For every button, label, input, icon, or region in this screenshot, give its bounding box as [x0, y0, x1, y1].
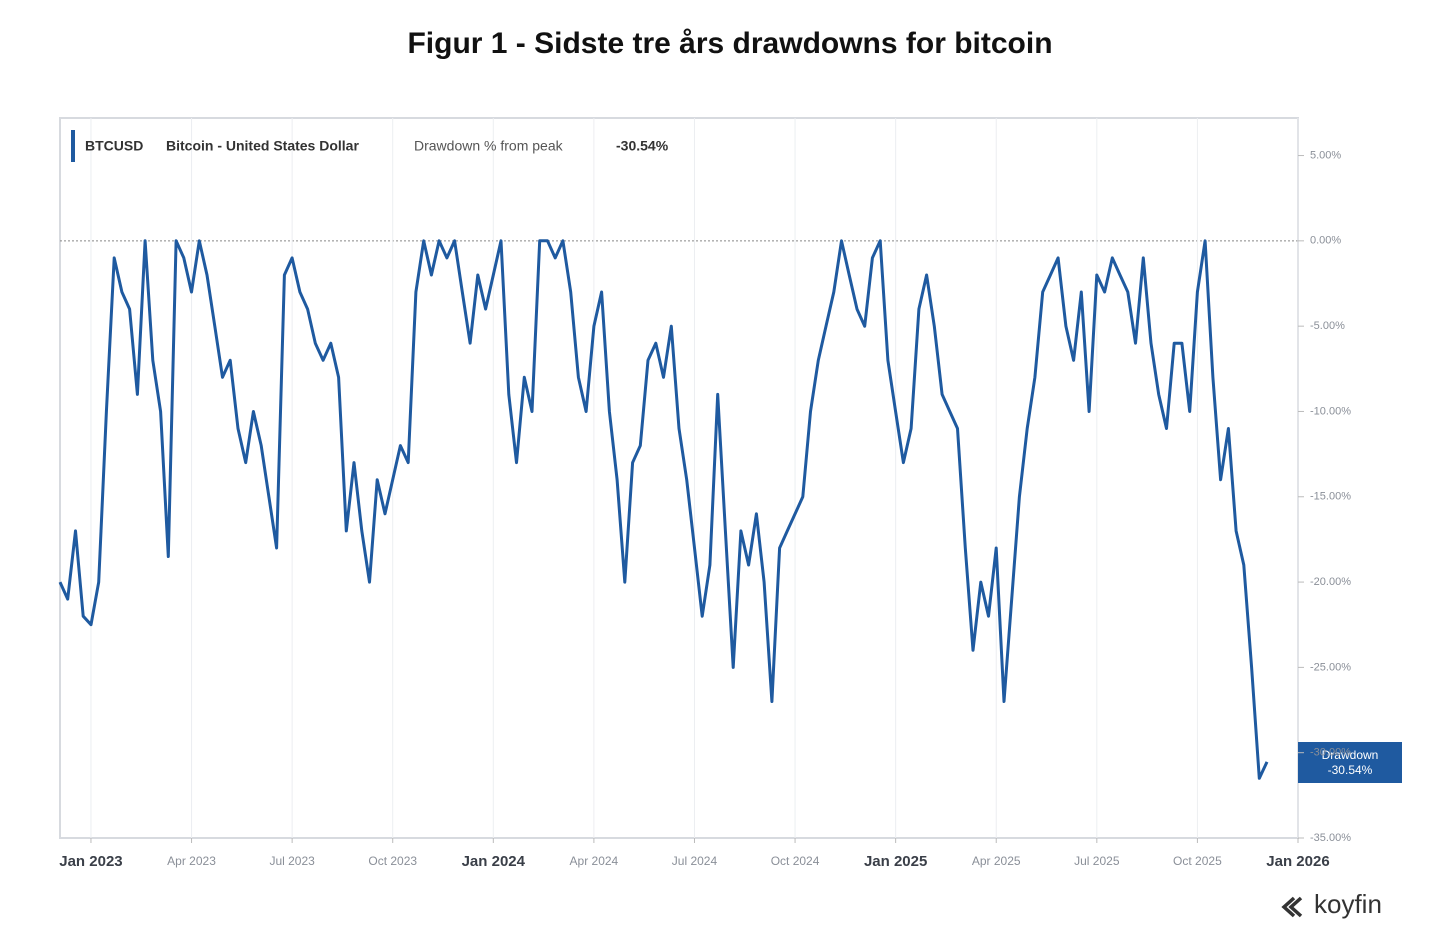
- legend-last: -30.54%: [616, 138, 669, 154]
- y-tick-label: -5.00%: [1310, 320, 1345, 332]
- x-tick-label: Oct 2025: [1173, 854, 1222, 868]
- legend-metric: Drawdown % from peak: [414, 138, 564, 154]
- x-tick-label: Jan 2024: [462, 853, 526, 870]
- brand-icon: [1281, 896, 1303, 918]
- plot-frame: [59, 117, 1299, 839]
- y-tick-label: 5.00%: [1310, 149, 1341, 161]
- x-tick-label: Apr 2024: [570, 854, 619, 868]
- x-tick-label: Apr 2025: [972, 854, 1021, 868]
- y-tick-label: -35.00%: [1310, 832, 1351, 844]
- x-tick-label: Oct 2023: [368, 854, 417, 868]
- x-tick-label: Jul 2025: [1074, 854, 1120, 868]
- legend-name: Bitcoin - United States Dollar: [166, 138, 359, 154]
- x-tick-label: Jul 2024: [672, 854, 718, 868]
- chart-title: Figur 1 - Sidste tre års drawdowns for b…: [407, 27, 1052, 60]
- x-tick-label: Jul 2023: [269, 854, 315, 868]
- end-label-box: [1298, 742, 1402, 783]
- y-tick-label: -30.00%: [1310, 747, 1351, 759]
- legend-swatch: [71, 130, 75, 162]
- x-tick-label: Jan 2023: [59, 853, 122, 870]
- y-tick-label: -20.00%: [1310, 576, 1351, 588]
- end-label-value: -30.54%: [1328, 763, 1373, 777]
- x-tick-label: Oct 2024: [771, 854, 820, 868]
- brand-logo: koyfin: [1281, 889, 1382, 919]
- x-tick-label: Jan 2026: [1266, 853, 1329, 870]
- series-line: [58, 239, 1269, 780]
- legend-ticker: BTCUSD: [85, 138, 143, 154]
- y-tick-label: -10.00%: [1310, 405, 1351, 417]
- x-tick-label: Jan 2025: [864, 853, 927, 870]
- end-label-name: Drawdown: [1322, 748, 1379, 762]
- x-tick-label: Apr 2023: [167, 854, 216, 868]
- y-tick-label: -25.00%: [1310, 661, 1351, 673]
- y-tick-label: 0.00%: [1310, 235, 1341, 247]
- y-tick-label: -15.00%: [1310, 491, 1351, 503]
- brand-name: koyfin: [1314, 889, 1382, 919]
